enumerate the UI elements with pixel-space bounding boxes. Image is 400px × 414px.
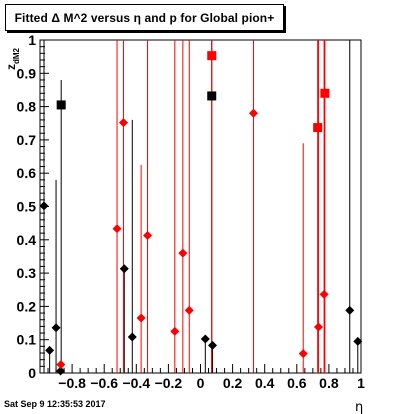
y-tick-label: 0.4 [17, 232, 37, 248]
x-tick-label: −0.2 [155, 375, 183, 391]
y-tick-label: 0.2 [17, 298, 37, 314]
x-tick-label: 0.4 [255, 375, 275, 391]
x-tick-label: 1 [357, 375, 365, 391]
data-point-diamond [353, 336, 363, 346]
data-point-diamond [298, 349, 308, 359]
x-tick-label: −0.8 [58, 375, 86, 391]
x-axis-label: η [355, 400, 363, 414]
data-point-diamond [313, 322, 323, 332]
data-point-diamond [51, 323, 61, 333]
data-point-diamond [178, 248, 188, 258]
x-tick-label: −0.4 [122, 375, 150, 391]
x-axis: −0.8 −0.6 −0.4 −0.2 0 0.2 0.4 0.6 0.8 1 [39, 364, 365, 391]
x-tick-label: 0.6 [287, 375, 307, 391]
y-tick-label: 0.8 [17, 99, 37, 115]
data-point-diamond [56, 366, 66, 376]
data-point-diamond [143, 230, 153, 240]
y-tick-label: 0.9 [17, 65, 37, 81]
y-axis-label: zdM2 [4, 47, 21, 70]
data-point-square [207, 51, 217, 61]
data-point-diamond [345, 305, 355, 315]
error-bars [43, 40, 359, 373]
x-tick-label: 0 [197, 375, 205, 391]
data-point-diamond [45, 345, 55, 355]
data-point-square [313, 123, 323, 133]
data-point-diamond [170, 326, 180, 336]
data-point-diamond [319, 289, 329, 299]
data-point-diamond [112, 224, 122, 234]
y-tick-label: 0.7 [17, 132, 37, 148]
y-tick-label: 0.6 [17, 165, 37, 181]
data-point-diamond [119, 264, 129, 274]
data-point-diamond [127, 332, 137, 342]
plot-frame [39, 39, 362, 374]
data-point-square [207, 91, 217, 101]
data-point-diamond [200, 334, 210, 344]
data-point-diamond [208, 340, 218, 350]
timestamp: Sat Sep 9 12:35:53 2017 [4, 399, 106, 409]
data-point-diamond [136, 313, 146, 323]
data-point-square [56, 100, 66, 110]
chart-title-box: Fitted Δ M^2 versus η and p for Global p… [5, 4, 284, 31]
y-tick-label: 0.5 [17, 199, 37, 215]
x-tick-label: 0.8 [319, 375, 339, 391]
y-tick-label: 0.3 [17, 265, 37, 281]
y-tick-label: 0.1 [17, 332, 37, 348]
data-point-diamond [248, 108, 258, 118]
data-point-diamond [56, 360, 66, 370]
y-axis: 0 0.1 0.2 0.3 0.4 0.5 0.6 0.7 0.8 0.9 1 [17, 32, 49, 381]
y-tick-label: 0 [28, 365, 36, 381]
data-point-diamond [184, 305, 194, 315]
data-point-diamond [118, 118, 128, 128]
x-tick-label: −0.6 [90, 375, 118, 391]
x-tick-label: 0.2 [223, 375, 243, 391]
data-markers [39, 51, 363, 376]
chart-title: Fitted Δ M^2 versus η and p for Global p… [14, 10, 275, 25]
data-point-diamond [39, 201, 49, 211]
y-tick-label: 1 [28, 32, 36, 48]
data-point-square [320, 88, 330, 98]
